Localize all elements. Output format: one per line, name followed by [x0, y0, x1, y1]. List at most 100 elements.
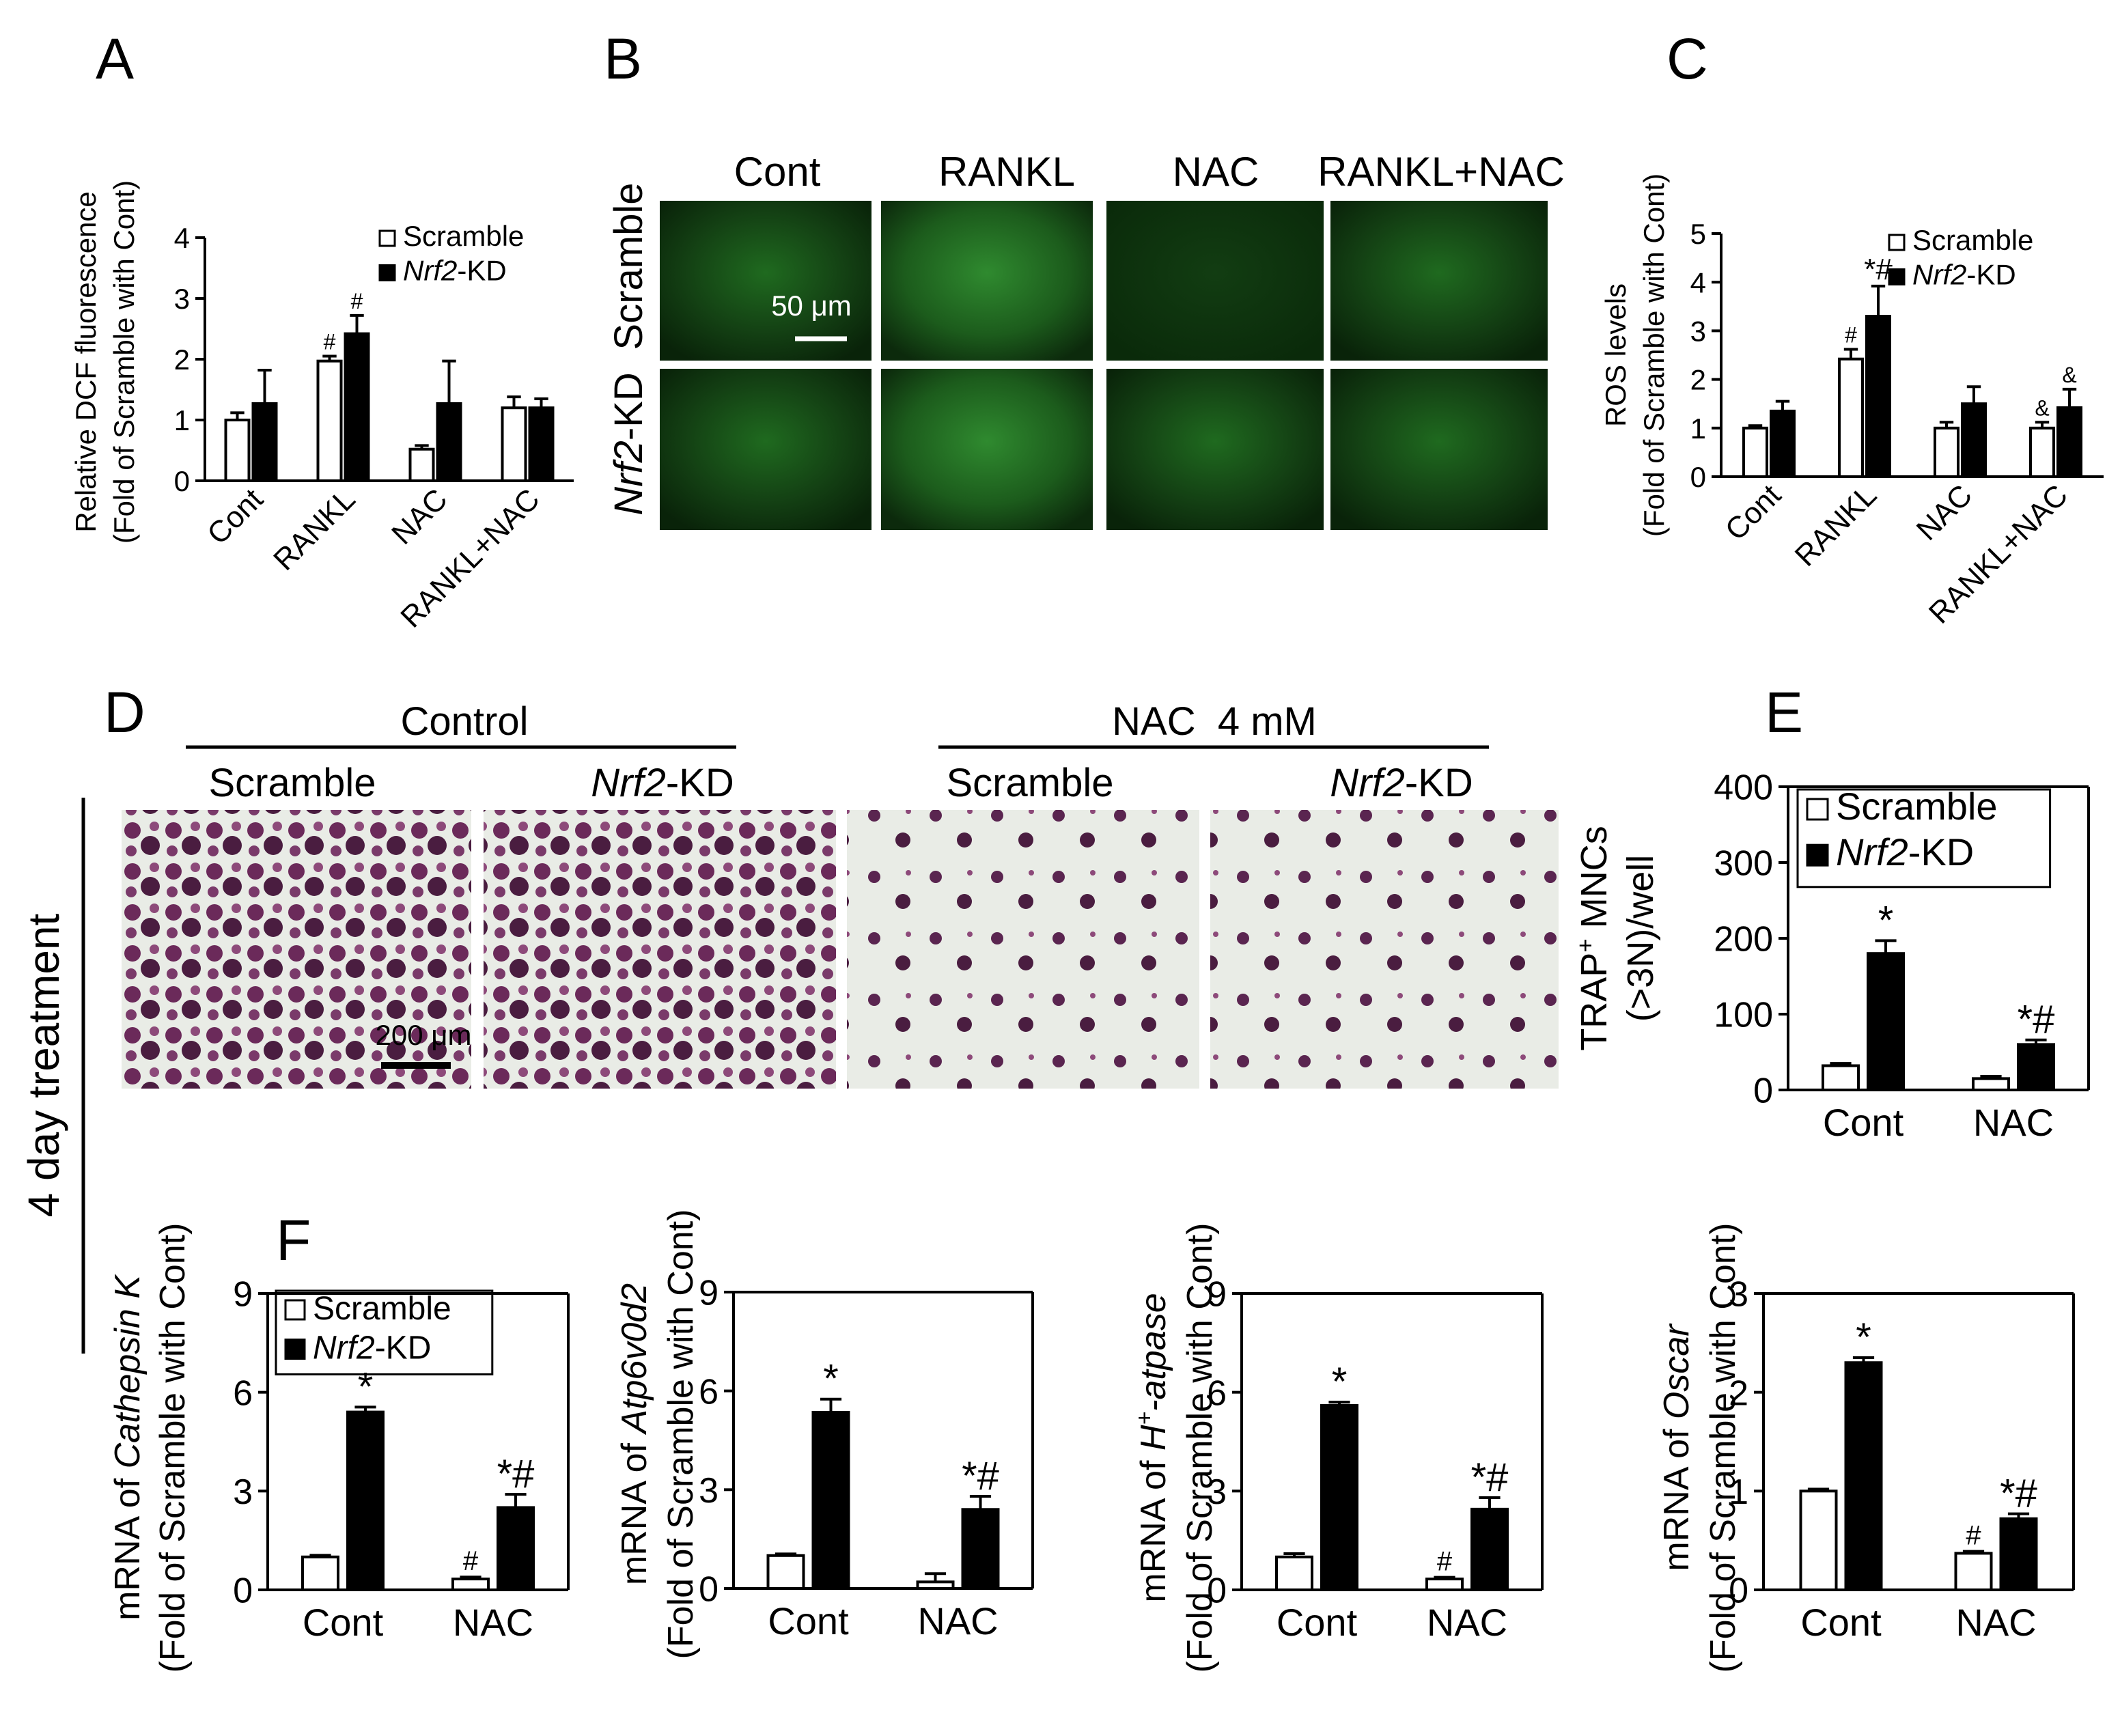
significance-mark: * [1856, 1315, 1871, 1360]
bar-scramble-cont [224, 419, 251, 482]
panel-letter-e: E [1765, 680, 1803, 744]
y-tick-label: 200 [1714, 920, 1773, 960]
x-tick-label: Cont [1823, 1101, 1904, 1144]
y-tick-label: 0 [174, 465, 190, 497]
bar-scramble-cont [1742, 426, 1768, 478]
bar-nrf2-kd-rankl [1865, 315, 1891, 479]
significance-mark: *# [2018, 998, 2055, 1042]
y-tick-label: 300 [1714, 844, 1773, 884]
y-axis-label-line-2: (Fold of Scramble with Cont) [153, 1223, 193, 1673]
panel-letter-b: B [604, 27, 642, 91]
b-image-scramble-rankl [881, 201, 1093, 361]
bar-nrf2-kd-rankl [344, 332, 370, 482]
bar-scramble-cont [1799, 1489, 1838, 1591]
x-tick-label: NAC [917, 1599, 998, 1642]
y-axis-label-line-1: mRNA of Oscar [1657, 1323, 1697, 1571]
y-axis-label-line-1: mRNA of H+-atpase [1132, 1293, 1173, 1602]
y-tick-label: 6 [233, 1373, 253, 1413]
b-image-scramble-nac [1106, 201, 1324, 361]
bar-nrf2-kd-nac [2017, 1043, 2055, 1092]
y-tick-label: 2 [1690, 364, 1706, 396]
y-tick-label: 0 [699, 1570, 719, 1610]
y-axis-label-line-1: Relative DCF fluorescence [70, 191, 102, 533]
legend-label-nrf2: Nrf2-KD [1836, 830, 1974, 873]
y-axis-label-line-2: (Fold of Scramble with Cont) [661, 1209, 701, 1660]
bar-scramble-rankl-nac [2029, 426, 2055, 478]
significance-mark: * [358, 1364, 374, 1409]
x-tick-label: NAC [1955, 1601, 2036, 1644]
y-tick-label: 9 [233, 1275, 253, 1315]
significance-mark: # [351, 289, 363, 313]
legend-swatch-nrf2 [378, 264, 396, 281]
significance-mark: * [823, 1357, 839, 1401]
y-axis-label-line-1: ROS levels [1600, 283, 1632, 427]
y-tick-label: 0 [233, 1571, 253, 1611]
y-tick-label: 100 [1714, 996, 1773, 1035]
bar-scramble-nac [916, 1580, 955, 1590]
bar-nrf2-kd-nac [436, 402, 462, 482]
legend-box [1796, 788, 2052, 888]
bar-scramble-cont [766, 1554, 805, 1591]
x-tick-label: Cont [1277, 1601, 1358, 1644]
b-scale-bar-label: 50 μm [771, 290, 852, 322]
y-tick-label: 0 [1753, 1072, 1773, 1111]
d-col-label-nrf2-2: Nrf2-KD [1330, 761, 1473, 805]
y-tick-label: 9 [699, 1274, 719, 1313]
y-tick-label: 2 [1729, 1373, 1748, 1413]
bar-scramble-nac [1934, 426, 1959, 478]
legend-label-nrf2: Nrf2-KD [1912, 258, 2016, 290]
legend-swatch-scramble [284, 1299, 306, 1321]
bar-nrf2-kd-nac [1961, 402, 1987, 479]
b-image-scramble-cont [660, 201, 871, 361]
y-tick-label: 3 [1207, 1472, 1227, 1512]
legend-swatch-nrf2 [1888, 268, 1906, 285]
x-tick-label: NAC [1973, 1101, 2054, 1144]
x-tick-label: NAC [1427, 1601, 1507, 1644]
y-tick-label: 5 [1690, 218, 1706, 250]
b-image-nrf2-cont [660, 369, 871, 530]
bar-nrf2-kd-cont [811, 1411, 850, 1591]
b-image-scramble-rankl-nac [1330, 201, 1548, 361]
bar-nrf2-kd-nac [497, 1506, 535, 1591]
bar-nrf2-kd-nac [1470, 1507, 1509, 1591]
bar-nrf2-kd-cont [251, 402, 278, 482]
legend-box [275, 1289, 494, 1375]
panel-letter-d: D [104, 680, 145, 744]
x-tick-label: Cont [1719, 478, 1787, 546]
x-tick-label: RANKL [1789, 478, 1883, 572]
bar-nrf2-kd-nac [1999, 1517, 2038, 1592]
legend-swatch-scramble [378, 229, 396, 247]
y-tick-label: 3 [174, 283, 190, 315]
significance-mark: * [1878, 898, 1894, 942]
bar-nrf2-kd-cont [1770, 409, 1796, 479]
legend-label-scramble: Scramble [403, 220, 524, 252]
bar-nrf2-kd-cont [1867, 952, 1905, 1091]
y-tick-label: 1 [1690, 412, 1706, 445]
b-col-label-rankl-nac: RANKL+NAC [1317, 149, 1565, 195]
legend-label-nrf2: Nrf2-KD [403, 254, 507, 286]
y-tick-label: 4 [174, 222, 190, 254]
panel-b-micrographs: Cont RANKL NAC RANKL+NAC Scramble Nrf2-K… [606, 149, 1565, 530]
bar-nrf2-kd-rankl-nac [528, 406, 555, 483]
b-image-nrf2-rankl-nac [1330, 369, 1548, 530]
y-axis-label-line-1: mRNA of Cathepsin K [108, 1274, 148, 1621]
x-tick-label: Cont [768, 1599, 849, 1642]
significance-mark: *# [962, 1454, 999, 1498]
legend-swatch-nrf2 [284, 1339, 306, 1360]
y-tick-label: 3 [233, 1472, 253, 1512]
y-axis-label-line-2: (Fold of Scramble with Cont) [1180, 1223, 1220, 1673]
legend-label-scramble: Scramble [1912, 224, 2033, 256]
bar-scramble-nac [1954, 1552, 1993, 1592]
y-axis-label-line-2: (Fold of Scramble with Cont) [1638, 173, 1670, 537]
x-tick-label: Cont [1800, 1601, 1882, 1644]
bar-scramble-cont [301, 1555, 339, 1592]
d-image-control-scramble [122, 810, 471, 1089]
significance-mark: # [463, 1546, 479, 1576]
y-axis-label-line-2: (Fold of Scramble with Cont) [1703, 1223, 1743, 1673]
